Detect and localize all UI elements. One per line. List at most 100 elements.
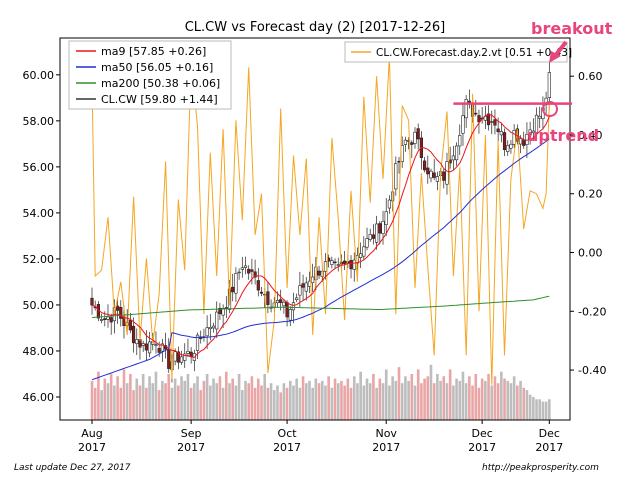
legend-right: CL.CW.Forecast.day.2.vt [0.51 +0.43]	[344, 41, 572, 63]
candle-body	[365, 238, 369, 248]
candle-body	[352, 259, 356, 270]
candle-body	[304, 282, 308, 292]
candle-body	[435, 176, 439, 182]
volume-bar	[311, 387, 314, 420]
footer-left: Last update Dec 27, 2017	[14, 463, 131, 473]
volume-bar	[215, 383, 219, 420]
forecast-series	[91, 55, 550, 385]
candle-body	[432, 172, 436, 178]
x-tick-year: 2017	[273, 441, 301, 454]
candle-body	[128, 319, 132, 331]
candle-body	[243, 265, 248, 268]
volume-bar	[234, 385, 238, 420]
volume-bar	[404, 376, 407, 420]
volume-bar	[400, 383, 404, 420]
volume-bar	[97, 371, 100, 420]
volume-bar	[295, 378, 298, 420]
candle-body	[531, 130, 535, 134]
candle-body	[381, 220, 385, 234]
volume-bar	[304, 383, 308, 420]
volume-bar	[506, 380, 510, 420]
volume-bar	[212, 378, 215, 420]
candle-body	[461, 115, 465, 134]
volume-bar	[528, 394, 532, 420]
volume-bar	[247, 383, 251, 420]
candle-body	[403, 139, 408, 145]
candle-body	[496, 128, 500, 133]
candle-body	[275, 299, 280, 304]
volume-bar	[154, 371, 158, 420]
candle-body	[215, 311, 219, 330]
volume-bar	[276, 385, 279, 420]
volume-bar	[471, 385, 474, 420]
volume-bar	[384, 369, 388, 420]
candle-body	[397, 160, 401, 163]
volume-bar	[237, 373, 241, 420]
volume-bar	[256, 378, 260, 420]
candle-body	[109, 317, 113, 323]
y-left-tick-label: 52.00	[23, 253, 55, 266]
candle-body	[135, 339, 139, 345]
volume-bar	[368, 383, 372, 420]
volume-bar	[288, 380, 292, 420]
volume-bar	[535, 399, 538, 420]
candle-body	[467, 100, 471, 103]
forecast-line	[91, 55, 550, 385]
x-tick-year: 2017	[177, 441, 205, 454]
volume-bar	[375, 387, 378, 420]
candle-body	[250, 269, 254, 272]
volume-bar	[340, 380, 343, 420]
volume-bar	[250, 376, 254, 420]
ma200-line	[91, 295, 550, 319]
candle-body	[378, 223, 382, 234]
volume-bar	[544, 401, 548, 420]
volume-bar	[324, 385, 327, 420]
chart-title: CL.CW vs Forecast day (2) [2017-12-26]	[185, 20, 446, 35]
legend-left-box	[68, 40, 232, 110]
volume-bar	[298, 387, 302, 420]
volume-bar	[413, 385, 417, 420]
volume-bar	[173, 378, 177, 420]
volume-bar	[522, 387, 526, 420]
candle-body	[237, 271, 241, 274]
candle-body	[384, 211, 388, 225]
candle-body	[179, 356, 184, 363]
volume-bar	[423, 378, 426, 420]
volume-bar	[416, 369, 420, 420]
x-tick-month: Aug	[81, 427, 102, 440]
volume-bar	[129, 373, 132, 420]
volume-bar	[487, 373, 490, 420]
candle-body	[343, 260, 347, 264]
legend-left-label: ma9 [57.85 +0.26]	[101, 45, 206, 58]
volume-bar	[177, 385, 180, 420]
volume-bar	[260, 385, 263, 420]
volume-bar	[151, 383, 155, 420]
candle-body	[451, 155, 455, 161]
candle-body	[493, 119, 497, 126]
candle-body	[279, 299, 283, 303]
volume-bar	[352, 376, 356, 420]
legend-left-label: ma50 [56.05 +0.16]	[101, 61, 213, 74]
volume-bar	[103, 378, 107, 420]
volume-bar	[327, 376, 330, 420]
candle-body	[247, 268, 251, 274]
candle-body	[253, 271, 257, 278]
candle-body	[407, 140, 411, 142]
candle-body	[119, 306, 123, 319]
candle-body	[115, 305, 120, 311]
y-left-tick-label: 54.00	[23, 207, 55, 220]
volume-bar	[116, 376, 119, 420]
volume-bar	[519, 380, 522, 420]
candle-body	[106, 316, 110, 320]
volume-bar	[490, 385, 494, 420]
volume-bar	[135, 378, 139, 420]
y-left-tick-label: 60.00	[23, 69, 55, 82]
candle-body	[368, 234, 372, 240]
breakout-arrow-shaft	[553, 40, 568, 58]
volume-bar	[292, 385, 295, 420]
candle-body	[317, 270, 321, 276]
x-tick-year: 2017	[372, 441, 400, 454]
x-tick-year: 2017	[535, 441, 563, 454]
candle-body	[464, 99, 468, 119]
volume-bar	[189, 387, 193, 420]
